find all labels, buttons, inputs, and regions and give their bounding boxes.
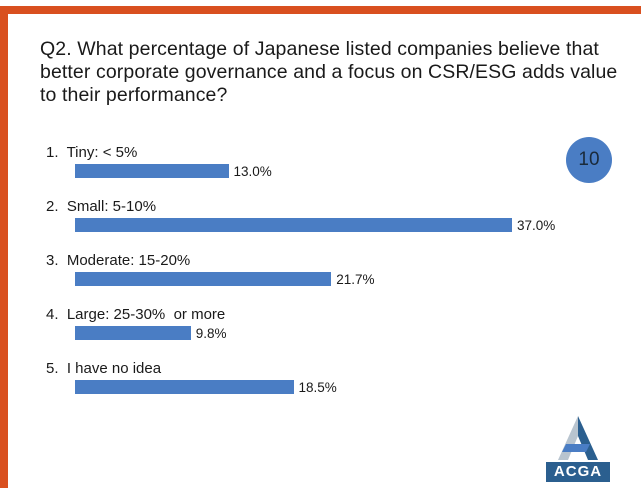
page-number-badge: 10 [566,137,612,183]
value-label-4: 9.8% [195,326,227,341]
value-label-5: 18.5% [298,380,337,395]
acga-logo-icon [558,416,598,460]
bar-4 [75,326,191,340]
option-label-1: 1. Tiny: < 5% [46,144,138,161]
option-label-3: 3. Moderate: 15-20% [46,252,191,269]
bar-2 [75,218,512,232]
question-title: Q2. What percentage of Japanese listed c… [40,38,618,106]
bar-1 [75,164,229,178]
value-label-2: 37.0% [517,218,556,233]
logo-text: ACGA [546,462,610,482]
value-label-3: 21.7% [336,272,375,287]
option-label-2: 2. Small: 5-10% [46,198,157,215]
slide-frame-left [0,6,8,488]
option-label-4: 4. Large: 25-30% or more [46,306,226,323]
bar-3 [75,272,332,286]
slide-canvas [8,14,641,488]
bar-5 [75,380,294,394]
value-label-1: 13.0% [233,164,272,179]
option-label-5: 5. I have no idea [46,360,162,377]
slide-frame-top [0,6,641,14]
acga-logo: ACGA [546,414,610,484]
